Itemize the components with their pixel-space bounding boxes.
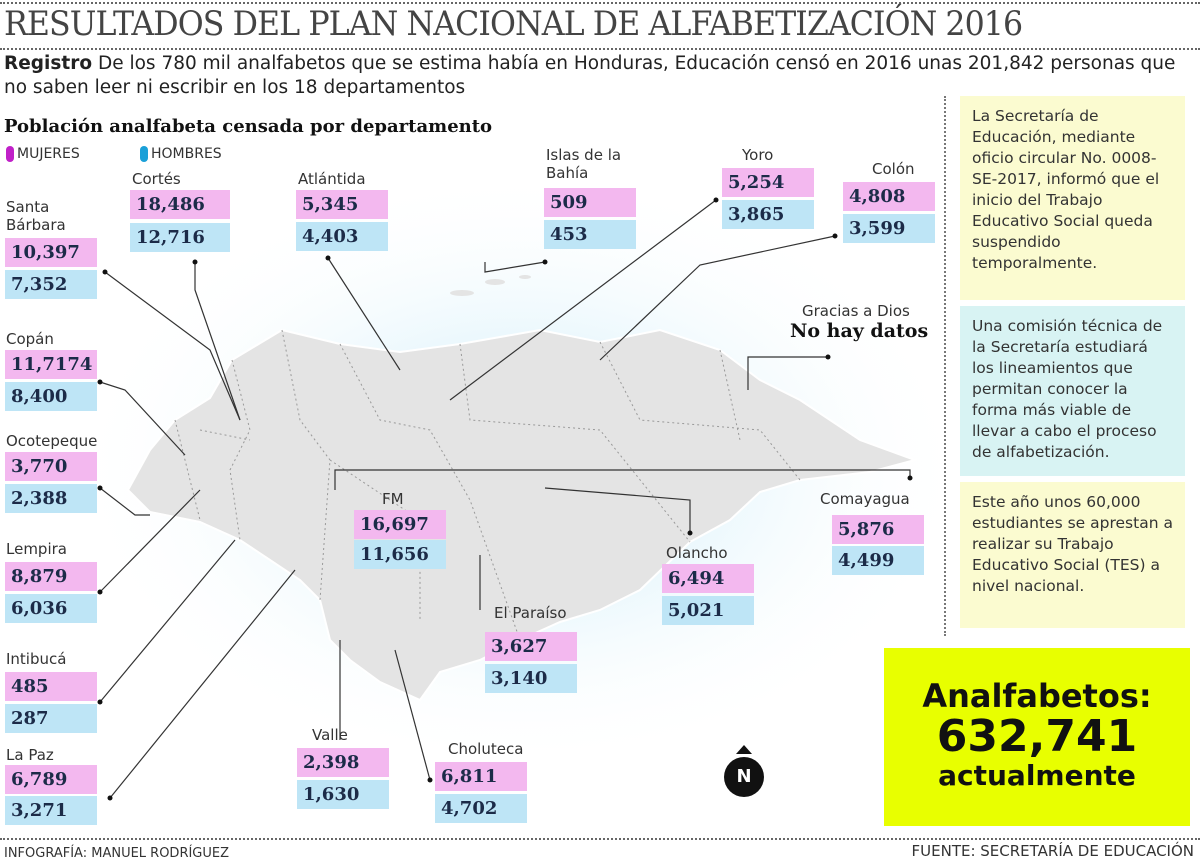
side-note-students: Este año unos 60,000 estudiantes se apre… [960,482,1185,628]
copan-women: 11,7174 [5,350,97,379]
label-choluteca: Choluteca [448,740,524,758]
total-suffix: actualmente [938,759,1136,792]
intro-text: Registro De los 780 mil analfabetos que … [4,52,1194,100]
north-arrow-icon [736,745,752,754]
bottom-divider [0,838,1200,840]
choluteca-women: 6,811 [435,762,527,791]
label-colon: Colón [872,160,915,178]
side-note-suspension: La Secretaría de Educación, mediante ofi… [960,96,1185,300]
leader-lines [99,199,911,799]
side-note-commission: Una comisión técnica de la Secretaría es… [960,306,1185,476]
woman-icon [6,146,14,162]
section-subtitle: Población analfabeta censada por departa… [4,116,493,137]
intibuca-women: 485 [5,672,97,701]
label-islas: Islas de la Bahía [546,146,622,182]
total-value: 632,741 [936,711,1138,762]
el-paraiso-men: 3,140 [485,664,577,693]
ocotepeque-women: 3,770 [5,452,97,481]
copan-men: 8,400 [5,382,97,411]
source: FUENTE: SECRETARÍA DE EDUCACIÓN [911,842,1194,860]
legend-women: MUJERES [6,146,80,162]
intro-body: De los 780 mil analfabetos que se estima… [4,53,1176,98]
lempira-women: 8,879 [5,562,97,591]
leader-dots [97,197,913,801]
bay-islands [450,275,531,296]
label-intibuca: Intibucá [6,650,67,668]
label-santa-barbara: Santa Bárbara [6,198,66,234]
lempira-men: 6,036 [5,594,97,623]
yoro-women: 5,254 [722,168,814,197]
page-title: RESULTADOS DEL PLAN NACIONAL DE ALFABETI… [4,4,1023,44]
intibuca-men: 287 [5,704,97,733]
legend-women-label: MUJERES [17,146,80,162]
cortes-women: 18,486 [130,190,230,219]
label-ocotepeque: Ocotepeque [6,432,98,450]
olancho-women: 6,494 [662,564,754,593]
man-icon [140,146,148,162]
comayagua-men: 4,499 [832,546,924,575]
credit: INFOGRAFÍA: MANUEL RODRÍGUEZ [4,846,230,861]
label-yoro: Yoro [742,146,774,164]
la-paz-men: 3,271 [5,796,97,825]
label-olancho: Olancho [666,544,728,562]
department-borders [174,329,801,641]
valle-men: 1,630 [297,780,389,809]
total-label: Analfabetos: [922,677,1152,715]
olancho-men: 5,021 [662,596,754,625]
cortes-men: 12,716 [130,223,230,252]
compass-icon: N [724,757,764,797]
choluteca-men: 4,702 [435,794,527,823]
colon-men: 3,599 [843,214,935,243]
colon-women: 4,808 [843,182,935,211]
top-divider [0,2,1200,4]
label-copan: Copán [6,330,54,348]
atlantida-women: 5,345 [296,190,388,219]
label-atlantida: Atlántida [298,170,366,188]
la-paz-women: 6,789 [5,765,97,794]
valle-women: 2,398 [297,748,389,777]
total-illiterate-box: Analfabetos: 632,741 actualmente [884,648,1190,826]
honduras-shape [126,328,919,702]
legend-men-label: HOMBRES [151,146,222,162]
side-divider [944,96,946,636]
label-lempira: Lempira [6,540,67,558]
fm-women: 16,697 [354,510,446,539]
intro-lead: Registro [4,53,93,74]
label-valle: Valle [312,726,348,744]
comayagua-women: 5,876 [832,515,924,544]
label-el-paraiso: El Paraíso [494,604,567,622]
islas-women: 509 [544,188,636,217]
atlantida-men: 4,403 [296,222,388,251]
label-cortes: Cortés [132,170,181,188]
ocotepeque-men: 2,388 [5,484,97,513]
yoro-men: 3,865 [722,200,814,229]
label-fm: FM [382,490,404,508]
label-comayagua: Comayagua [820,490,910,508]
label-la-paz: La Paz [6,746,54,764]
santa-barbara-men: 7,352 [5,270,97,299]
santa-barbara-women: 10,397 [5,238,97,267]
fm-men: 11,656 [354,540,446,569]
gracias-no-data: No hay datos [790,320,929,342]
islas-men: 453 [544,220,636,249]
title-divider [0,48,1200,50]
legend-men: HOMBRES [140,146,222,162]
label-gracias-a-dios: Gracias a Dios [802,302,910,320]
el-paraiso-women: 3,627 [485,632,577,661]
